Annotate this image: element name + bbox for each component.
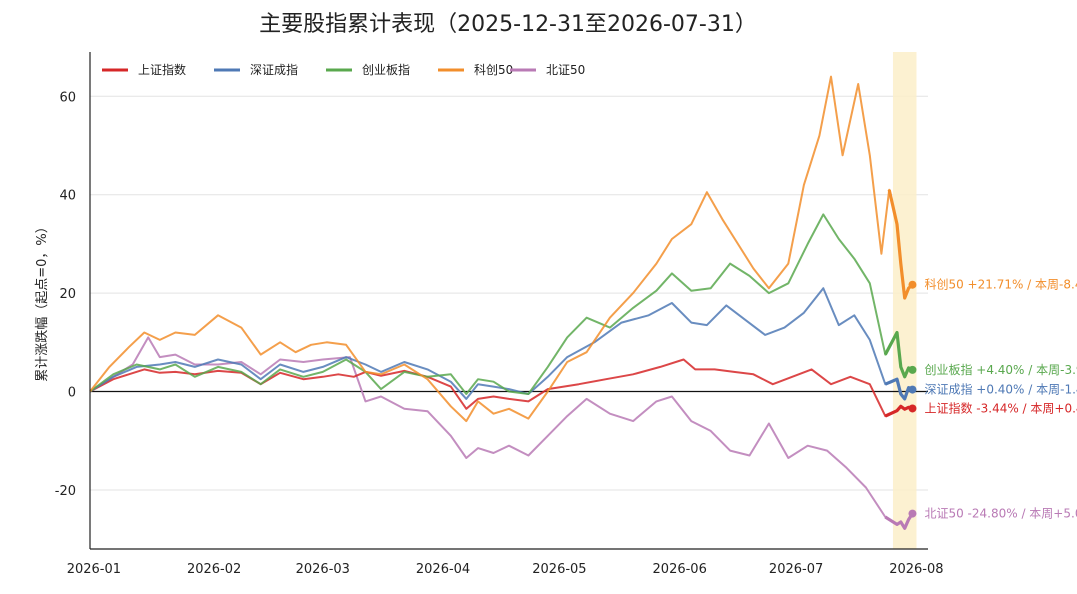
x-tick-label: 2026-06 [653, 562, 707, 577]
y-axis-label: 累计涨跌幅（起点=0，%） [34, 220, 50, 382]
chart-title: 主要股指累计表现（2025-12-31至2026-07-31） [259, 12, 757, 37]
x-tick-label: 2026-01 [67, 562, 121, 577]
series-end-label: 创业板指 +4.40% / 本周-3.93% [924, 362, 1077, 377]
x-tick-label: 2026-07 [769, 562, 823, 577]
axes [89, 52, 928, 550]
series-line [89, 336, 914, 530]
series-week-line [884, 512, 914, 530]
x-tick-label: 2026-05 [532, 562, 586, 577]
series-line [89, 358, 913, 418]
x-tick-label: 2026-03 [296, 562, 350, 577]
series-layer [89, 75, 917, 530]
series-end-label: 北证50 -24.80% / 本周+5.00% [924, 507, 1077, 521]
series-end-label: 上证指数 -3.44% / 本周+0.47% [924, 400, 1077, 415]
end-labels: 上证指数 -3.44% / 本周+0.47% 深证成指 +0.40% / 本周-1… [924, 278, 1077, 521]
legend-label: 科创50 [474, 63, 513, 77]
series-end-point [908, 365, 917, 374]
highlight-week-band [892, 52, 917, 549]
series-end-label: 深证成指 +0.40% / 本周-1.42% [924, 382, 1077, 397]
series-week-line [887, 189, 914, 300]
x-tick-label: 2026-04 [416, 562, 470, 577]
x-tick-label: 2026-08 [889, 562, 943, 577]
y-tick-label: 60 [59, 90, 76, 105]
series-line [89, 75, 914, 423]
series-line [89, 287, 913, 400]
x-tick-label: 2026-02 [187, 562, 241, 577]
legend-label: 北证50 [546, 63, 585, 77]
x-tick-labels: 2026-01 2026-02 2026-03 2026-04 2026-05 2026-… [67, 562, 944, 577]
legend-label: 深证成指 [250, 62, 298, 77]
legend: 上证指数 深证成指 创业板指 科创50 北证50 [102, 62, 585, 77]
legend-label: 上证指数 [138, 62, 186, 77]
y-tick-labels: -20 0 20 40 60 [55, 90, 76, 499]
y-tick-label: 40 [59, 189, 76, 204]
legend-label: 创业板指 [362, 62, 410, 77]
series-end-point [908, 385, 917, 394]
y-tick-label: -20 [55, 484, 76, 499]
series-end-point [908, 509, 917, 518]
series-end-point [908, 404, 917, 413]
grid [90, 95, 928, 491]
series-end-label: 科创50 +21.71% / 本周-8.46% [924, 278, 1077, 292]
series-line [89, 213, 913, 395]
y-tick-label: 20 [59, 287, 76, 302]
y-tick-label: 0 [68, 386, 76, 401]
series-end-point [908, 280, 917, 289]
